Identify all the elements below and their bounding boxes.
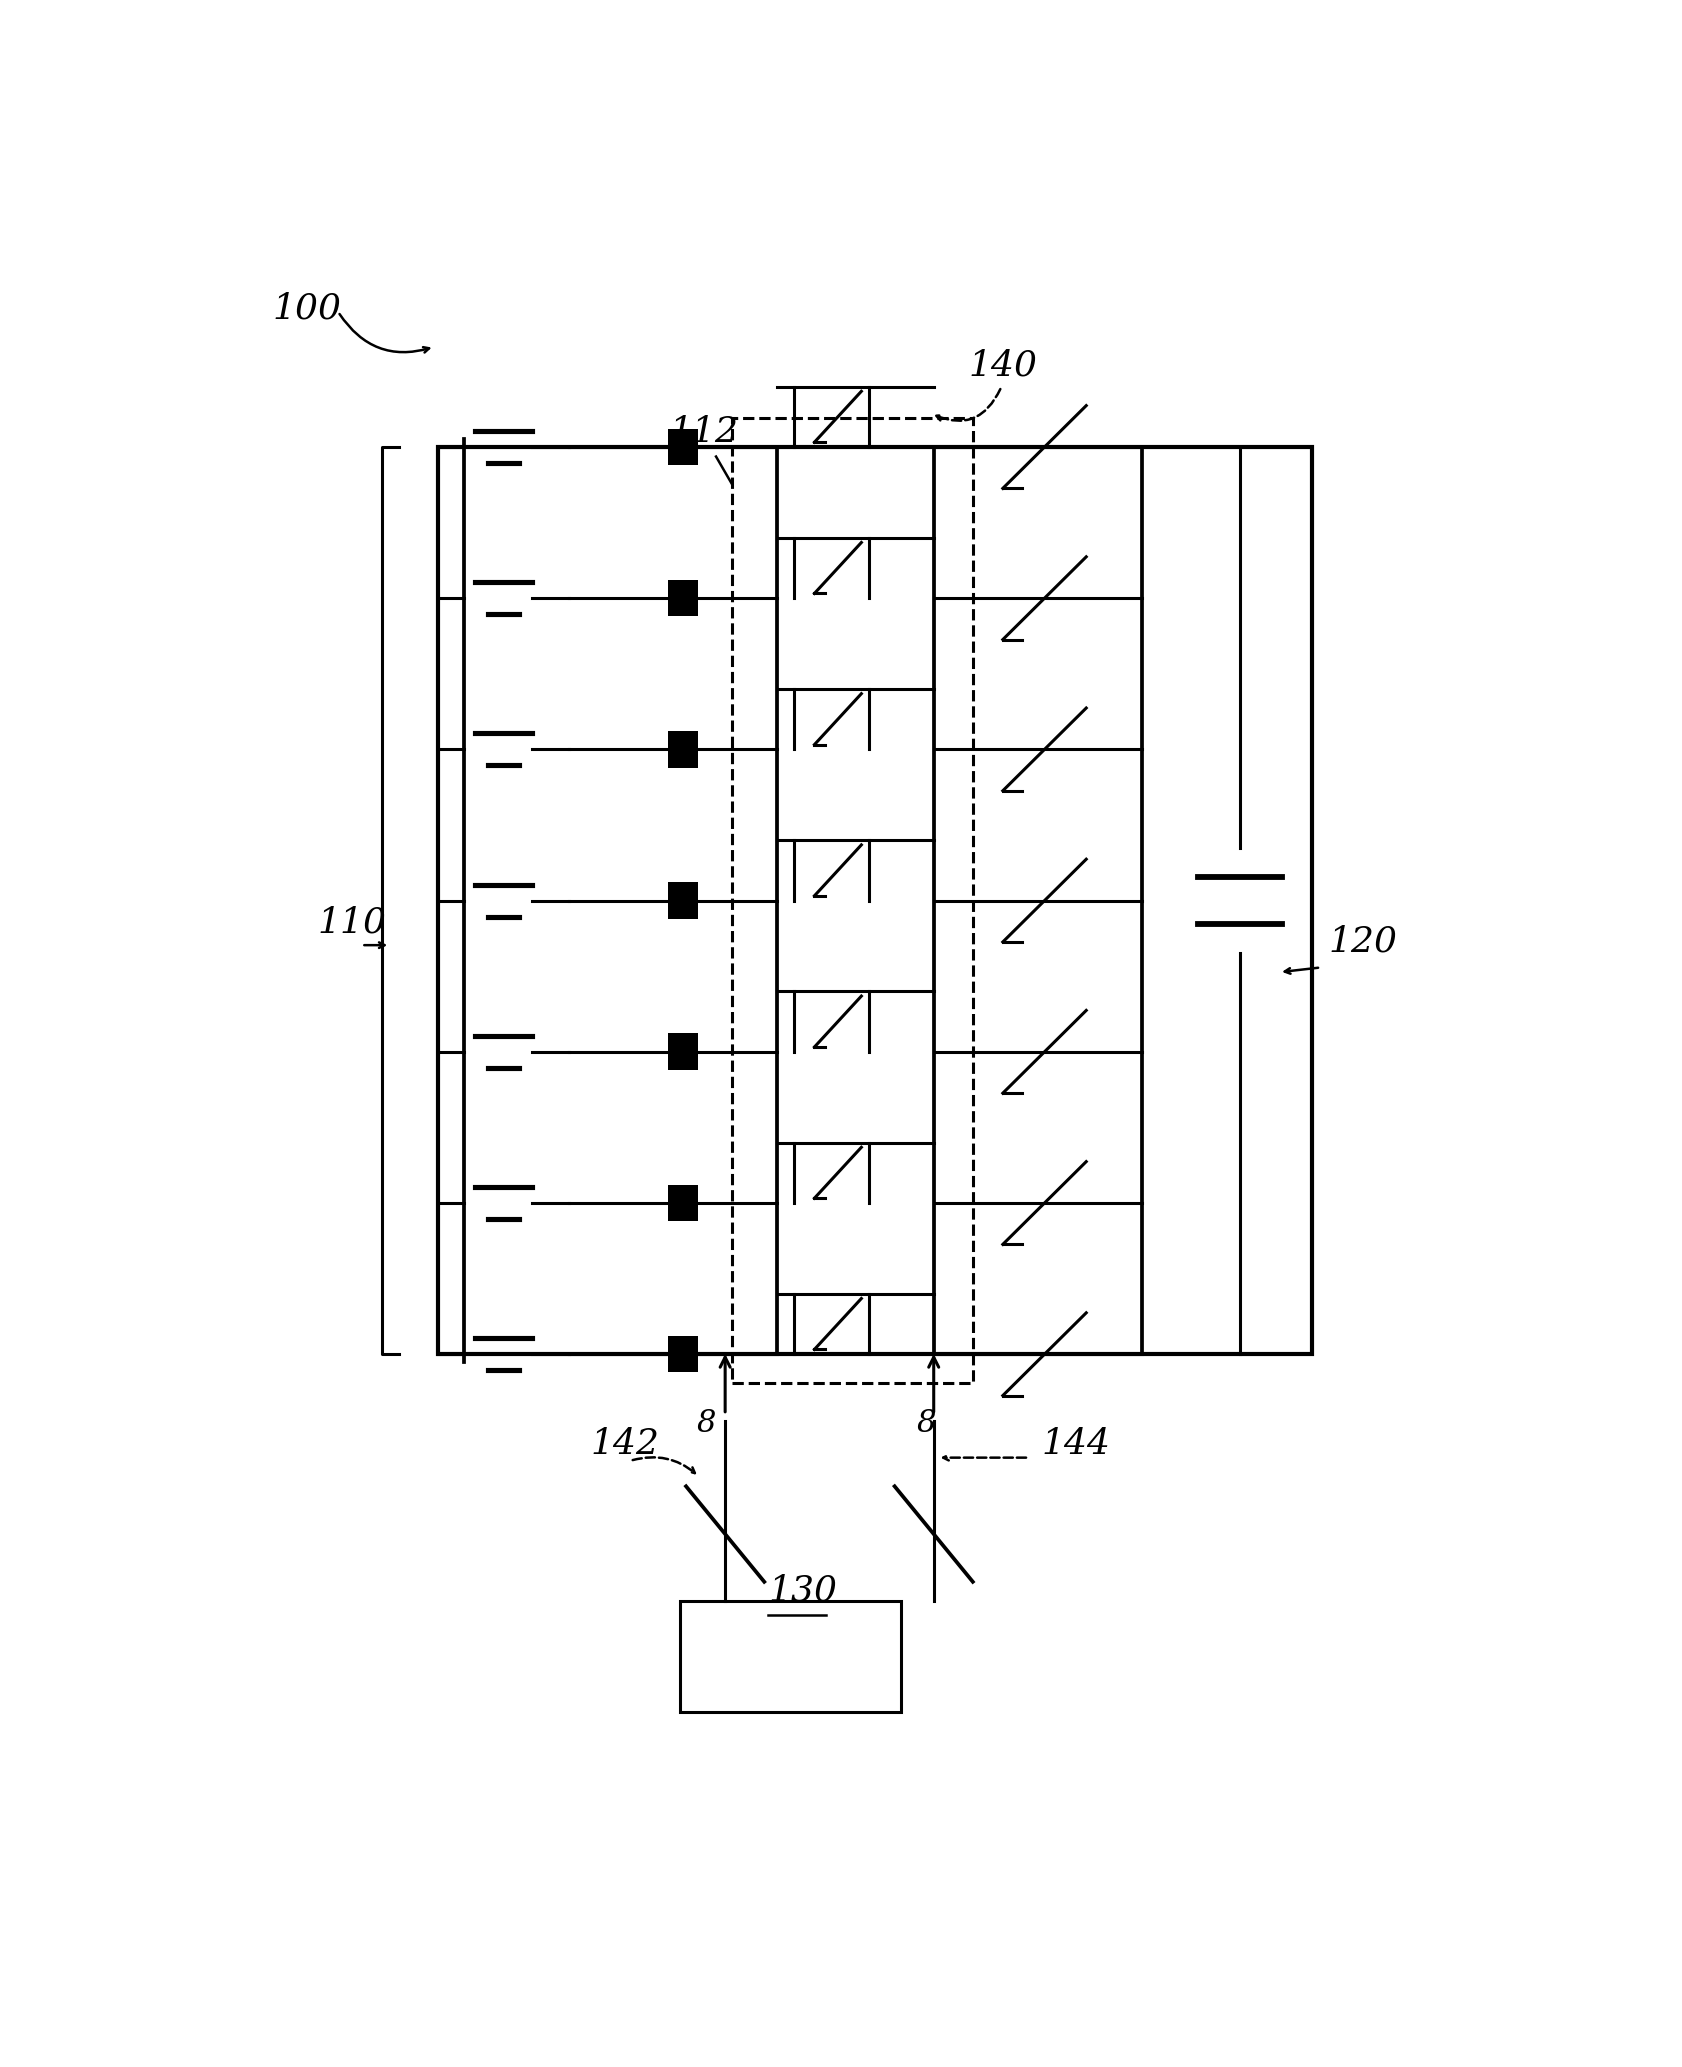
Bar <box>668 428 698 465</box>
Text: 100: 100 <box>272 291 341 325</box>
Bar <box>668 1034 698 1071</box>
Bar <box>668 1335 698 1372</box>
Text: 130: 130 <box>769 1573 838 1608</box>
Bar <box>668 732 698 767</box>
Bar <box>668 1184 698 1222</box>
Text: 110: 110 <box>318 905 387 938</box>
Text: 8: 8 <box>696 1408 717 1439</box>
Bar <box>732 418 972 1383</box>
Text: 120: 120 <box>1329 924 1398 959</box>
Bar <box>668 581 698 616</box>
Text: 144: 144 <box>1041 1428 1110 1461</box>
Text: 142: 142 <box>590 1428 659 1461</box>
Text: 140: 140 <box>969 349 1038 382</box>
Bar <box>439 446 1312 1354</box>
Text: 8: 8 <box>917 1408 937 1439</box>
Text: 112: 112 <box>669 415 738 449</box>
Bar <box>668 883 698 920</box>
Bar <box>680 1600 902 1711</box>
